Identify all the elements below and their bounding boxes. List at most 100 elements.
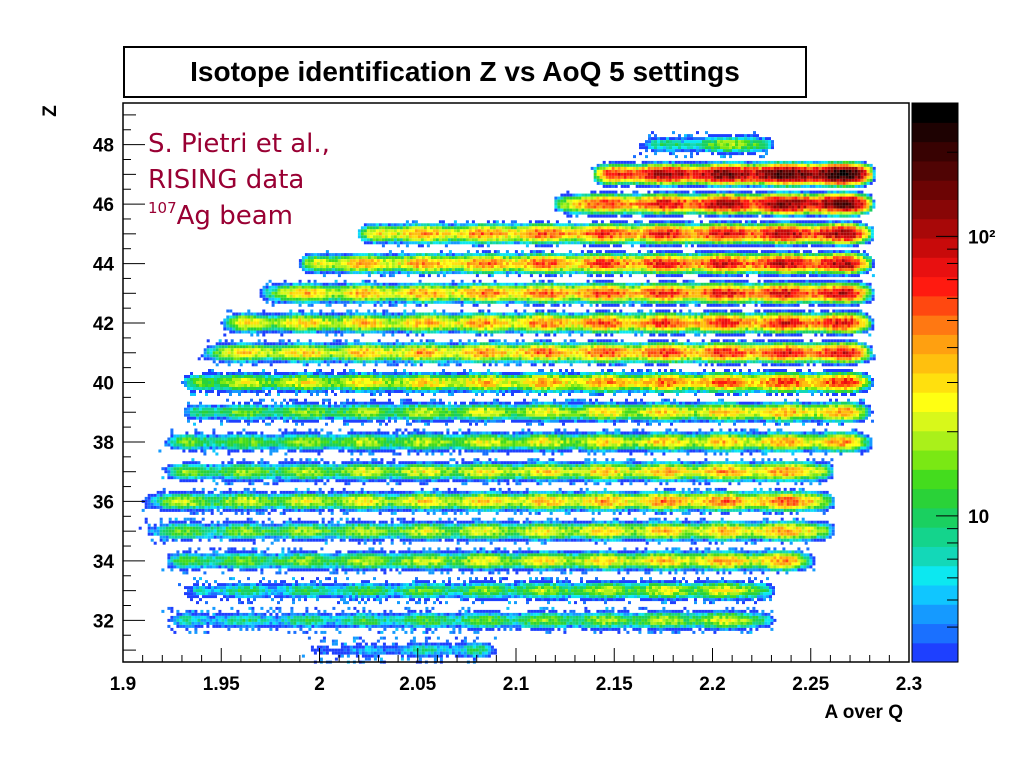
heat-cell — [244, 583, 247, 586]
heat-cell — [628, 595, 631, 598]
heat-cell — [298, 592, 301, 595]
heat-cell — [316, 595, 319, 598]
heat-cell — [199, 577, 202, 580]
heat-cell — [367, 589, 370, 592]
heat-cell — [422, 622, 425, 625]
heat-cell — [349, 595, 352, 598]
heat-cell — [485, 619, 488, 622]
heat-cell — [542, 619, 545, 622]
heat-cell — [416, 613, 419, 616]
heat-cell — [269, 613, 272, 616]
heat-cell — [578, 619, 581, 622]
heat-cell — [512, 616, 515, 619]
heat-cell — [473, 616, 476, 619]
heat-cell — [227, 550, 230, 553]
heat-cell — [457, 577, 460, 580]
heat-cell — [518, 622, 521, 625]
isotope-heatmap-chart: 1.9 1.95 2 2.05 2.1 2.15 2.2 2.25 2.3 3234363840… — [0, 0, 1024, 768]
heat-cell — [326, 646, 329, 649]
heat-cell — [434, 622, 437, 625]
heat-cell — [371, 643, 374, 646]
heat-cell — [602, 619, 605, 622]
heat-cell — [421, 580, 424, 583]
heat-cell — [284, 562, 287, 565]
heat-cell — [574, 586, 577, 589]
heat-cell — [353, 640, 356, 643]
heat-cell — [419, 613, 422, 616]
heat-cell — [616, 598, 619, 601]
heat-cell — [481, 592, 484, 595]
heat-cell — [302, 562, 305, 565]
heat-cell — [232, 583, 235, 586]
heat-cell — [704, 625, 707, 628]
heat-cell — [541, 586, 544, 589]
heat-cell — [692, 610, 695, 613]
heat-cell — [713, 613, 716, 616]
heat-cell — [167, 625, 170, 628]
heat-cell — [601, 589, 604, 592]
heat-cell — [395, 649, 398, 652]
heat-cell — [509, 622, 512, 625]
heat-cell — [293, 562, 296, 565]
heat-cell — [358, 583, 361, 586]
heat-cell — [299, 547, 302, 550]
heat-cell — [605, 622, 608, 625]
heat-cell — [562, 592, 565, 595]
heat-cell — [296, 616, 299, 619]
heat-cell — [236, 550, 239, 553]
heat-cell — [274, 595, 277, 598]
heat-cell — [593, 631, 596, 634]
heat-cell — [353, 637, 356, 640]
heat-cell — [329, 613, 332, 616]
heat-cell — [227, 559, 230, 562]
heat-cell — [311, 553, 314, 556]
heat-cell — [562, 595, 565, 598]
heat-cell — [334, 586, 337, 589]
heat-cell — [590, 625, 593, 628]
heat-cell — [206, 625, 209, 628]
heat-cell — [562, 589, 565, 592]
heat-cell — [571, 586, 574, 589]
heat-cell — [325, 589, 328, 592]
heat-cell — [730, 589, 733, 592]
heat-cell — [667, 583, 670, 586]
heat-cell — [479, 622, 482, 625]
heat-cell — [443, 616, 446, 619]
heat-cell — [736, 583, 739, 586]
heat-cell — [343, 598, 346, 601]
heat-cell — [290, 622, 293, 625]
heat-cell — [230, 550, 233, 553]
heat-cell — [275, 565, 278, 568]
heat-cell — [371, 562, 374, 565]
heat-cell — [751, 580, 754, 583]
heat-cell — [649, 592, 652, 595]
heat-cell — [458, 616, 461, 619]
heat-cell — [658, 592, 661, 595]
heat-cell — [392, 613, 395, 616]
heat-cell — [365, 655, 368, 658]
heat-cell — [317, 562, 320, 565]
heat-cell — [419, 622, 422, 625]
heat-cell — [374, 613, 377, 616]
heat-cell — [713, 616, 716, 619]
heat-cell — [758, 613, 761, 616]
heat-cell — [326, 619, 329, 622]
heat-cell — [745, 586, 748, 589]
heat-cell — [257, 622, 260, 625]
heat-cell — [379, 601, 382, 604]
heat-cell — [448, 580, 451, 583]
heat-cell — [568, 592, 571, 595]
heat-cell — [335, 559, 338, 562]
heat-cell — [592, 583, 595, 586]
heat-cell — [599, 622, 602, 625]
heat-cell — [229, 595, 232, 598]
heat-cell — [620, 610, 623, 613]
heat-cell — [760, 580, 763, 583]
heat-cell — [209, 622, 212, 625]
heat-cell — [212, 553, 215, 556]
heat-cell — [313, 589, 316, 592]
heat-cell — [556, 577, 559, 580]
heat-cell — [206, 553, 209, 556]
heat-cell — [257, 613, 260, 616]
heat-cell — [455, 616, 458, 619]
